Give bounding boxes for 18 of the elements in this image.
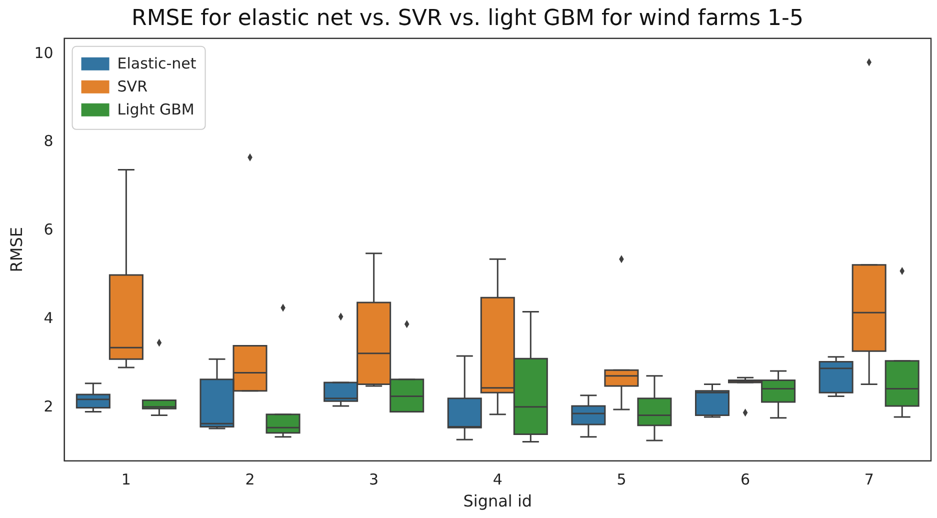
legend-label: Light GBM xyxy=(117,100,194,118)
legend-label: Elastic-net xyxy=(117,54,196,72)
x-tick-label: 7 xyxy=(864,470,874,489)
y-tick-label: 8 xyxy=(44,132,54,150)
legend-label: SVR xyxy=(117,77,148,96)
x-tick-label: 5 xyxy=(616,470,626,489)
chart-title: RMSE for elastic net vs. SVR vs. light GBM for wind farms 1-5 xyxy=(132,6,804,31)
x-tick-label: 4 xyxy=(492,470,502,489)
x-tick-label: 2 xyxy=(245,470,255,489)
x-tick-label: 1 xyxy=(121,470,131,489)
y-axis-title: RMSE xyxy=(6,227,26,272)
x-axis-title: Signal id xyxy=(463,492,532,511)
y-tick-label: 4 xyxy=(44,309,54,328)
y-tick-label: 10 xyxy=(34,44,54,62)
x-tick-label: 6 xyxy=(740,470,750,489)
y-tick-label: 2 xyxy=(44,398,54,416)
y-tick-label: 6 xyxy=(44,220,54,239)
x-tick-label: 3 xyxy=(369,470,379,489)
